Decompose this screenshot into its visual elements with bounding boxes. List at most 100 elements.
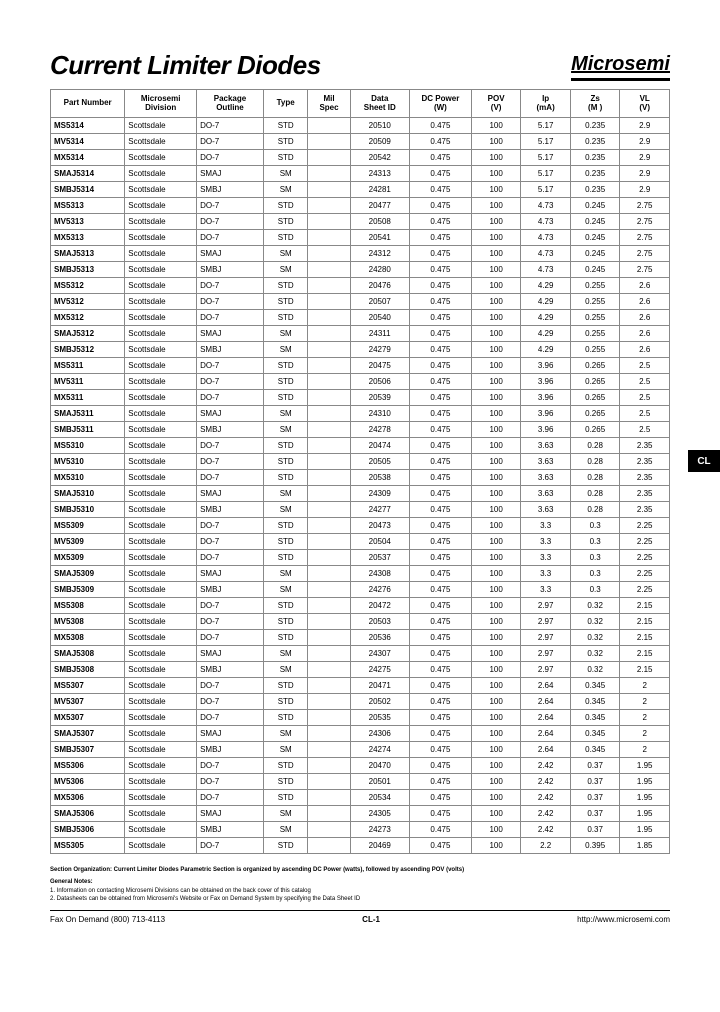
cell: SMBJ5313 bbox=[51, 262, 125, 278]
cell bbox=[308, 822, 350, 838]
cell: 20534 bbox=[350, 790, 409, 806]
cell: Scottsdale bbox=[125, 486, 197, 502]
cell: 0.475 bbox=[409, 198, 471, 214]
cell: 100 bbox=[471, 182, 521, 198]
cell: 100 bbox=[471, 694, 521, 710]
cell: 0.475 bbox=[409, 294, 471, 310]
cell: 0.475 bbox=[409, 406, 471, 422]
cell: 100 bbox=[471, 726, 521, 742]
table-row: MV5311ScottsdaleDO-7STD205060.4751003.96… bbox=[51, 374, 670, 390]
cell: 20505 bbox=[350, 454, 409, 470]
cell: 3.63 bbox=[521, 486, 571, 502]
cell: DO-7 bbox=[197, 710, 264, 726]
cell: Scottsdale bbox=[125, 342, 197, 358]
cell: DO-7 bbox=[197, 358, 264, 374]
cell bbox=[308, 838, 350, 854]
cell: 0.475 bbox=[409, 726, 471, 742]
cell: SMBJ5312 bbox=[51, 342, 125, 358]
cell: 2.25 bbox=[620, 534, 670, 550]
cell: 100 bbox=[471, 278, 521, 294]
cell: 0.345 bbox=[570, 678, 620, 694]
cell bbox=[308, 182, 350, 198]
cell: 2.75 bbox=[620, 214, 670, 230]
cell: Scottsdale bbox=[125, 774, 197, 790]
cell: 20476 bbox=[350, 278, 409, 294]
cell: Scottsdale bbox=[125, 214, 197, 230]
cell: 0.475 bbox=[409, 790, 471, 806]
cell: 1.85 bbox=[620, 838, 670, 854]
cell: 100 bbox=[471, 406, 521, 422]
cell: 24311 bbox=[350, 326, 409, 342]
cell: DO-7 bbox=[197, 454, 264, 470]
cell: STD bbox=[263, 614, 308, 630]
cell: 0.32 bbox=[570, 630, 620, 646]
cell: 2.15 bbox=[620, 598, 670, 614]
cell: Scottsdale bbox=[125, 166, 197, 182]
cell: SMBJ5308 bbox=[51, 662, 125, 678]
cell: 100 bbox=[471, 422, 521, 438]
cell: 100 bbox=[471, 150, 521, 166]
table-row: MV5310ScottsdaleDO-7STD205050.4751003.63… bbox=[51, 454, 670, 470]
cell bbox=[308, 230, 350, 246]
cell: 2.64 bbox=[521, 726, 571, 742]
table-row: MX5307ScottsdaleDO-7STD205350.4751002.64… bbox=[51, 710, 670, 726]
table-body: MS5314ScottsdaleDO-7STD205100.4751005.17… bbox=[51, 118, 670, 854]
cell: 0.255 bbox=[570, 310, 620, 326]
cell bbox=[308, 438, 350, 454]
table-row: MS5312ScottsdaleDO-7STD204760.4751004.29… bbox=[51, 278, 670, 294]
cell: 100 bbox=[471, 566, 521, 582]
cell bbox=[308, 678, 350, 694]
section-organization: Section Organization: Current Limiter Di… bbox=[50, 866, 670, 874]
cell: 20538 bbox=[350, 470, 409, 486]
cell: SMAJ bbox=[197, 246, 264, 262]
cell: 2.75 bbox=[620, 198, 670, 214]
cell: STD bbox=[263, 534, 308, 550]
cell: 20470 bbox=[350, 758, 409, 774]
cell: 0.475 bbox=[409, 598, 471, 614]
cell: DO-7 bbox=[197, 390, 264, 406]
cell: SMBJ5310 bbox=[51, 502, 125, 518]
brand-logo: Microsemi bbox=[571, 53, 670, 81]
cell: 0.475 bbox=[409, 774, 471, 790]
cell: 24310 bbox=[350, 406, 409, 422]
cell: 20504 bbox=[350, 534, 409, 550]
cell: 20472 bbox=[350, 598, 409, 614]
cell bbox=[308, 790, 350, 806]
table-row: MV5314ScottsdaleDO-7STD205090.4751005.17… bbox=[51, 134, 670, 150]
cell: 20509 bbox=[350, 134, 409, 150]
cell: 2.97 bbox=[521, 646, 571, 662]
cell: 20540 bbox=[350, 310, 409, 326]
cell: 2.15 bbox=[620, 662, 670, 678]
cell: 100 bbox=[471, 758, 521, 774]
cell: 4.29 bbox=[521, 310, 571, 326]
cell: 0.235 bbox=[570, 118, 620, 134]
cell: 0.345 bbox=[570, 742, 620, 758]
cell: MV5311 bbox=[51, 374, 125, 390]
cell: DO-7 bbox=[197, 198, 264, 214]
cell bbox=[308, 598, 350, 614]
cell: 0.475 bbox=[409, 694, 471, 710]
cell: 2.5 bbox=[620, 422, 670, 438]
cell: MX5310 bbox=[51, 470, 125, 486]
cell: STD bbox=[263, 374, 308, 390]
col-header-3: Type bbox=[263, 90, 308, 118]
cell: Scottsdale bbox=[125, 566, 197, 582]
cell: 2.6 bbox=[620, 326, 670, 342]
cell: STD bbox=[263, 134, 308, 150]
cell: MS5308 bbox=[51, 598, 125, 614]
cell: SMAJ bbox=[197, 726, 264, 742]
cell: 20474 bbox=[350, 438, 409, 454]
cell bbox=[308, 502, 350, 518]
cell: 4.73 bbox=[521, 214, 571, 230]
cell: 0.475 bbox=[409, 182, 471, 198]
cell bbox=[308, 358, 350, 374]
table-row: MX5306ScottsdaleDO-7STD205340.4751002.42… bbox=[51, 790, 670, 806]
table-row: MX5313ScottsdaleDO-7STD205410.4751004.73… bbox=[51, 230, 670, 246]
cell: 100 bbox=[471, 838, 521, 854]
cell: Scottsdale bbox=[125, 502, 197, 518]
col-header-6: DC Power(W) bbox=[409, 90, 471, 118]
cell: 2.75 bbox=[620, 230, 670, 246]
cell: DO-7 bbox=[197, 118, 264, 134]
cell: 2.9 bbox=[620, 118, 670, 134]
cell: SMAJ bbox=[197, 566, 264, 582]
